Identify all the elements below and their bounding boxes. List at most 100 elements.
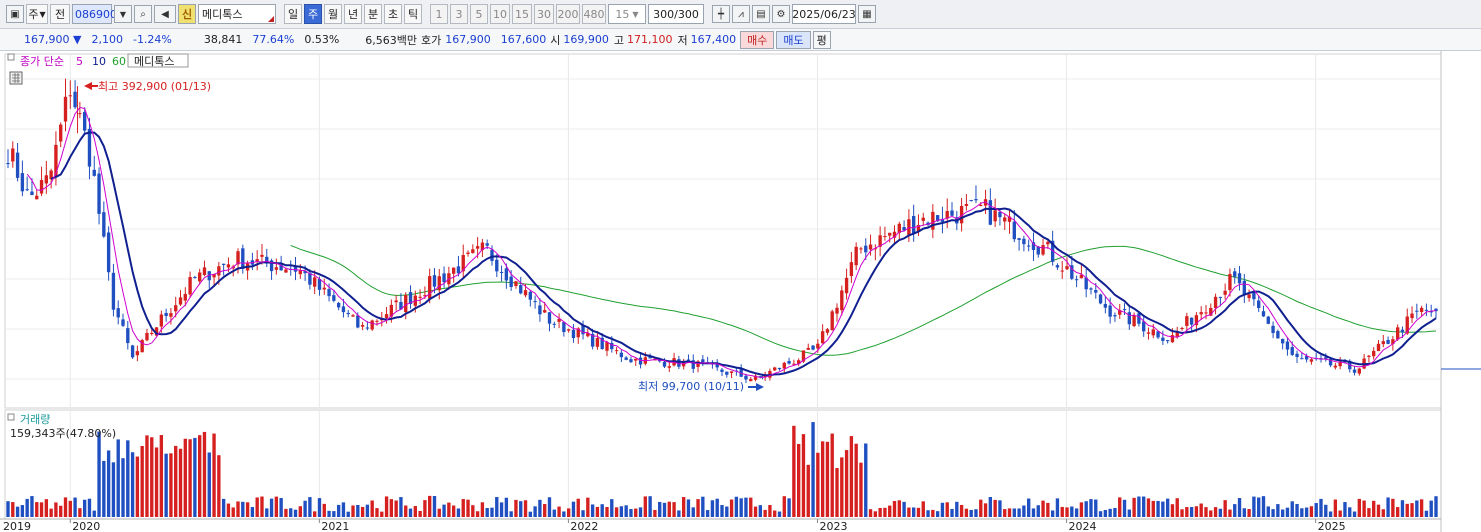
volume-bar [1252, 496, 1256, 517]
volume-bar [878, 508, 882, 517]
volume-bar [658, 501, 662, 517]
volume-bar [859, 462, 863, 517]
candle-body [782, 362, 786, 369]
volume-bar [1362, 500, 1366, 517]
candle-body [921, 217, 925, 221]
stock-code-input[interactable]: 086900 [72, 4, 117, 24]
period-second[interactable]: 초 [384, 4, 402, 24]
candle-body [418, 296, 422, 298]
candle-body [902, 227, 906, 231]
date-field[interactable]: 2025/06/23 [792, 4, 856, 24]
period-tick[interactable]: 틱 [404, 4, 422, 24]
volume-bar [1372, 500, 1376, 517]
x-axis-label: 2025 [1318, 520, 1346, 532]
volume-bar [447, 502, 451, 517]
volume-bar [643, 496, 648, 517]
gear-icon[interactable]: ⚙ [772, 5, 790, 23]
period-day[interactable]: 일 [284, 4, 302, 24]
market-select[interactable]: 주 ▼ [26, 4, 48, 24]
candle-body [1429, 311, 1433, 313]
volume-bar [49, 508, 53, 517]
bid-price-2: 167,600 [500, 33, 547, 46]
candle-body [854, 246, 858, 266]
candle-body [1395, 327, 1400, 340]
candle-body [624, 357, 628, 360]
volume-bar [921, 501, 925, 517]
search-icon[interactable]: ⌕ [134, 5, 152, 23]
candle-body [1036, 246, 1040, 255]
candle-body [1132, 315, 1136, 327]
arrow-left-icon [84, 82, 98, 90]
period-week[interactable]: 주 [304, 4, 322, 24]
candle-body [87, 128, 92, 167]
count-field[interactable]: 300/300 [648, 4, 704, 24]
volume-bar [308, 497, 312, 517]
volume-bar [1218, 508, 1223, 517]
candle-body [432, 275, 437, 287]
candle-body [39, 180, 44, 194]
period-month[interactable]: 월 [324, 4, 342, 24]
volume-bar [490, 507, 494, 517]
interval-3[interactable]: 3 [450, 4, 468, 24]
interval-480[interactable]: 480 [582, 4, 606, 24]
candle-body [1189, 317, 1194, 325]
candle-body [183, 293, 187, 301]
volume-bar [341, 502, 346, 517]
save-icon[interactable]: ▤ [752, 5, 770, 23]
price-chart[interactable]: 2019 2020 2021 2022 2023 2024 2025 종가 단순 5 10 … [0, 51, 1481, 532]
volume-bar [1065, 507, 1069, 517]
candle-body [1074, 279, 1079, 281]
candle-body [466, 252, 470, 254]
volume-bar [20, 505, 25, 517]
market-label: 주 [28, 8, 39, 21]
interval-5[interactable]: 5 [470, 4, 488, 24]
candle-body [1237, 273, 1242, 284]
candle-body [1161, 337, 1165, 341]
volume-bar [317, 498, 322, 517]
interval-1[interactable]: 1 [430, 4, 448, 24]
interval-15[interactable]: 15 [512, 4, 532, 24]
period-year[interactable]: 년 [344, 4, 362, 24]
candle-body [1089, 288, 1093, 290]
interval-200[interactable]: 200 [556, 4, 580, 24]
candle-body [1213, 296, 1218, 309]
volume-bar [1050, 510, 1055, 517]
line-chart-icon[interactable]: ⩘ [732, 5, 750, 23]
volume-bar [1113, 508, 1117, 517]
candle-body [1122, 309, 1127, 311]
code-dropdown-icon[interactable]: ▼ [114, 5, 132, 23]
sell-button[interactable]: 매도 [776, 30, 811, 49]
candle-body [1257, 300, 1261, 309]
stock-name-field[interactable]: 메디톡스 [198, 4, 276, 24]
speaker-icon[interactable]: ◀ [154, 5, 176, 23]
stock-name: 메디톡스 [202, 8, 243, 21]
x-axis-label: 2019 [3, 520, 31, 532]
candle-body [370, 320, 374, 330]
candle-type-icon[interactable]: ┿ [712, 5, 730, 23]
volume-bar [1319, 498, 1323, 517]
volume-bar [720, 505, 724, 517]
interval-10[interactable]: 10 [490, 4, 510, 24]
interval-select[interactable]: 15 ▼ [608, 4, 646, 24]
window-restore-icon[interactable]: ▣ [6, 5, 24, 23]
candle-body [102, 212, 106, 237]
volume-bar [983, 503, 988, 517]
volume-bar [1261, 496, 1266, 517]
volume-bar [864, 443, 868, 517]
volume-bar [15, 506, 20, 517]
candle-body [212, 273, 216, 278]
interval-30[interactable]: 30 [534, 4, 554, 24]
volume-bar [1367, 508, 1371, 517]
volume-bar [916, 507, 921, 517]
candle-body [1199, 312, 1203, 315]
volume-bar [763, 509, 767, 517]
calendar-icon[interactable]: ▦ [858, 5, 876, 23]
market-type-button[interactable]: 전 [50, 4, 70, 24]
eval-button[interactable]: 평 [812, 30, 831, 49]
candle-body [533, 301, 537, 303]
candle-body [351, 315, 355, 317]
volume-bar [1137, 496, 1141, 517]
period-minute[interactable]: 분 [364, 4, 382, 24]
buy-button[interactable]: 매수 [740, 30, 775, 49]
bid-price-1: 167,900 [445, 33, 491, 46]
